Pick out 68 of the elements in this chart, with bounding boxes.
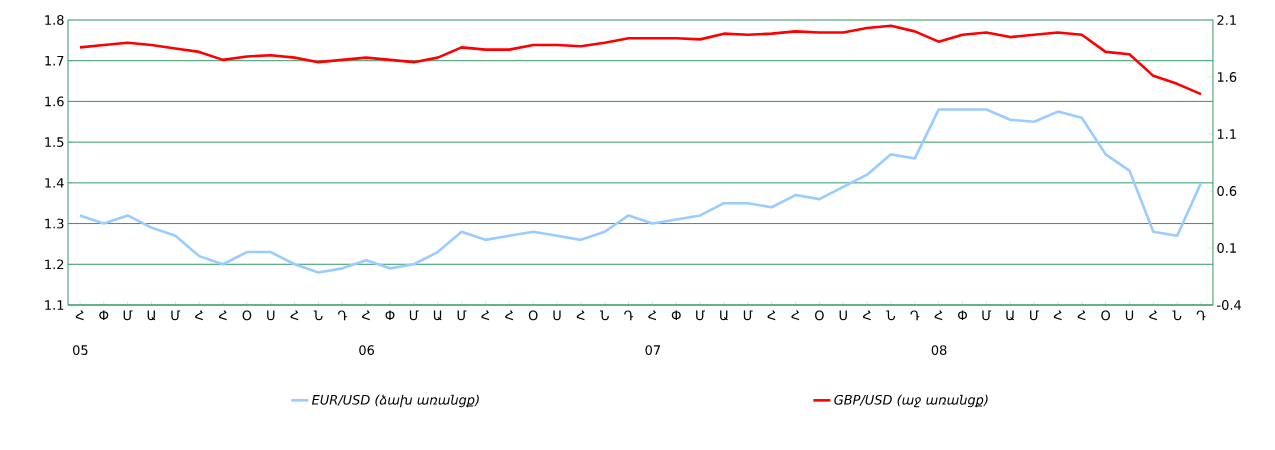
x-tick-label: Մ [743, 310, 753, 321]
x-tick-label: Օ [242, 310, 252, 321]
x-tick-label: Հ [75, 310, 84, 321]
x-tick-label: Օ [815, 310, 824, 321]
x-tick-label: Հ [361, 310, 370, 321]
x-tick-label: Ա [147, 310, 156, 321]
x-tick-label: Մ [1030, 310, 1039, 321]
x-tick-label: Օ [528, 310, 538, 321]
x-tick-label: Ս [1125, 310, 1134, 321]
text: 05 [73, 345, 88, 355]
x-tick-label: Մ [457, 310, 467, 321]
x-tick-label: Հ [1053, 310, 1062, 321]
x-tick-label: Ն [313, 310, 323, 321]
x-tick-label: Ս [839, 310, 847, 321]
x-tick-label: Հ [290, 310, 299, 321]
y2-tick-label: 1.1 [1217, 129, 1236, 139]
y-tick-label: 1.5 [45, 137, 64, 147]
x-tick-label: Ն [886, 310, 896, 321]
x-tick-label: Հ [505, 310, 513, 321]
y2-tick-label: 1.6 [1217, 72, 1237, 82]
x-tick-label: Դ [910, 310, 920, 321]
legend-label: GBP/USD (աջ առանցք) [834, 394, 988, 408]
x-tick-label: Ա [1006, 310, 1015, 321]
x-tick-label: Փ [99, 310, 109, 320]
x-tick-label: Հ [862, 310, 871, 321]
x-tick-label: Ս [267, 310, 275, 321]
x-tick-label: Ն [599, 310, 609, 321]
y-tick-label: 1.7 [45, 55, 64, 66]
x-tick-label: Ս [553, 310, 561, 321]
x-tick-label: Հ [195, 310, 203, 321]
y-tick-label: 1.8 [45, 15, 64, 25]
text: 08 [931, 345, 947, 355]
x-tick-label: Հ [218, 310, 227, 321]
x-tick-label: Ա [720, 310, 728, 321]
x-tick-label: Հ [1077, 310, 1086, 321]
x-tick-label: Մ [123, 310, 133, 321]
x-tick-label: Մ [409, 310, 419, 321]
x-tick-label: Մ [171, 310, 181, 321]
x-tick-label: Օ [1101, 310, 1110, 321]
x-tick-label: Փ [385, 310, 395, 320]
x-tick-label: Հ [791, 310, 800, 321]
y-tick-label: 1.4 [45, 178, 64, 188]
y2-tick-label: 0.1 [1217, 243, 1236, 253]
x-tick-label: Ն [1172, 310, 1182, 321]
x-tick-label: Հ [767, 310, 776, 321]
x-tick-label: Հ [934, 310, 943, 321]
x-tick-label: Հ [648, 310, 657, 321]
x-tick-label: Փ [671, 310, 681, 320]
x-tick-label: Փ [958, 310, 967, 320]
y2-tick-label: 2.1 [1217, 15, 1236, 25]
x-tick-label: Հ [576, 310, 585, 321]
y-tick-label: 1.2 [45, 259, 64, 270]
legend-label: EUR/USD (ձախ առանցք) [311, 394, 479, 408]
text: 06 [359, 345, 375, 355]
x-tick-label: Դ [624, 310, 634, 321]
y2-tick-label: 0.6 [1217, 186, 1237, 196]
y2-tick-label: -0.4 [1217, 300, 1242, 310]
y-tick-label: 1.3 [45, 218, 64, 229]
y-tick-label: 1.1 [45, 300, 64, 310]
x-tick-label: Մ [982, 310, 992, 321]
y-tick-label: 1.6 [45, 96, 64, 107]
x-tick-label: Հ [481, 310, 490, 321]
x-tick-label: Մ [696, 310, 705, 321]
x-tick-label: Դ [1196, 310, 1206, 321]
x-tick-label: Հ [1149, 310, 1157, 321]
x-tick-label: Ա [433, 310, 442, 321]
x-tick-label: Դ [338, 310, 347, 321]
text: 07 [645, 345, 660, 355]
